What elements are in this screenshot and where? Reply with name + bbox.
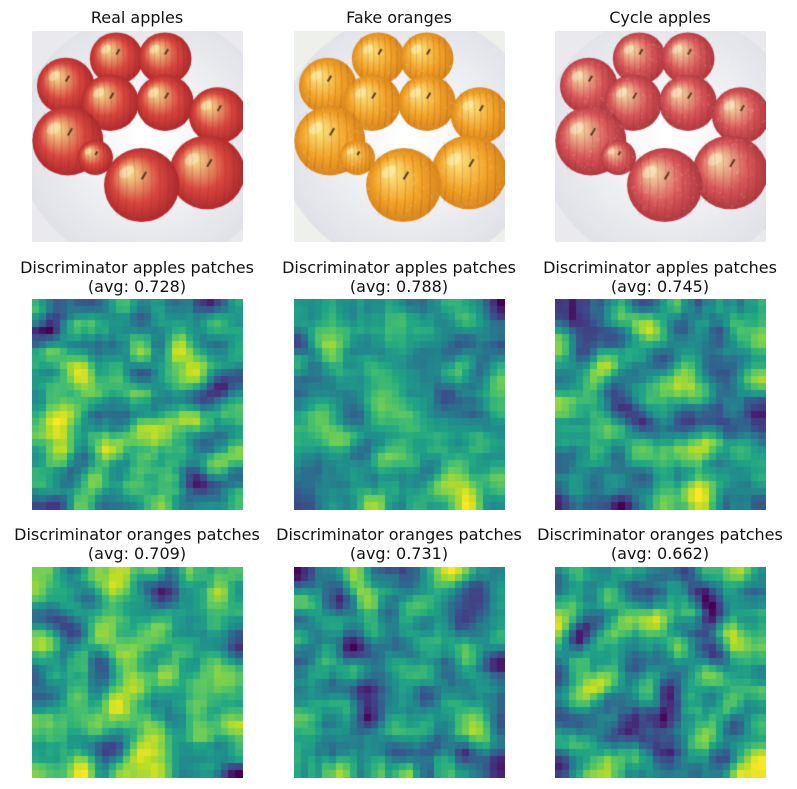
canvas-real-apples xyxy=(32,31,243,242)
canvas-cycle-apples xyxy=(555,31,766,242)
image-fake-oranges xyxy=(294,31,505,242)
title-disc-apples-1: Discriminator apples patches (avg: 0.728) xyxy=(20,258,254,296)
heatmap-disc-apples-3 xyxy=(555,299,766,510)
title-real-apples: Real apples xyxy=(90,8,184,27)
title-fake-oranges: Fake oranges xyxy=(346,8,452,27)
heatmap-disc-apples-1 xyxy=(32,299,243,510)
canvas-disc-oranges-1 xyxy=(32,567,243,778)
title-disc-oranges-3: Discriminator oranges patches (avg: 0.662… xyxy=(537,525,783,563)
title-cycle-apples: Cycle apples xyxy=(609,8,711,27)
image-cycle-apples xyxy=(555,31,766,242)
canvas-disc-oranges-2 xyxy=(294,567,505,778)
title-disc-oranges-1: Discriminator oranges patches (avg: 0.709… xyxy=(14,525,260,563)
heatmap-disc-oranges-3 xyxy=(555,567,766,778)
title-disc-apples-2: Discriminator apples patches (avg: 0.788) xyxy=(282,258,516,296)
heatmap-disc-apples-2 xyxy=(294,299,505,510)
title-disc-apples-3: Discriminator apples patches (avg: 0.745) xyxy=(543,258,777,296)
canvas-disc-apples-3 xyxy=(555,299,766,510)
canvas-disc-apples-2 xyxy=(294,299,505,510)
canvas-disc-apples-1 xyxy=(32,299,243,510)
canvas-disc-oranges-3 xyxy=(555,567,766,778)
heatmap-disc-oranges-1 xyxy=(32,567,243,778)
canvas-fake-oranges xyxy=(294,31,505,242)
heatmap-disc-oranges-2 xyxy=(294,567,505,778)
image-real-apples xyxy=(32,31,243,242)
title-disc-oranges-2: Discriminator oranges patches (avg: 0.731… xyxy=(276,525,522,563)
